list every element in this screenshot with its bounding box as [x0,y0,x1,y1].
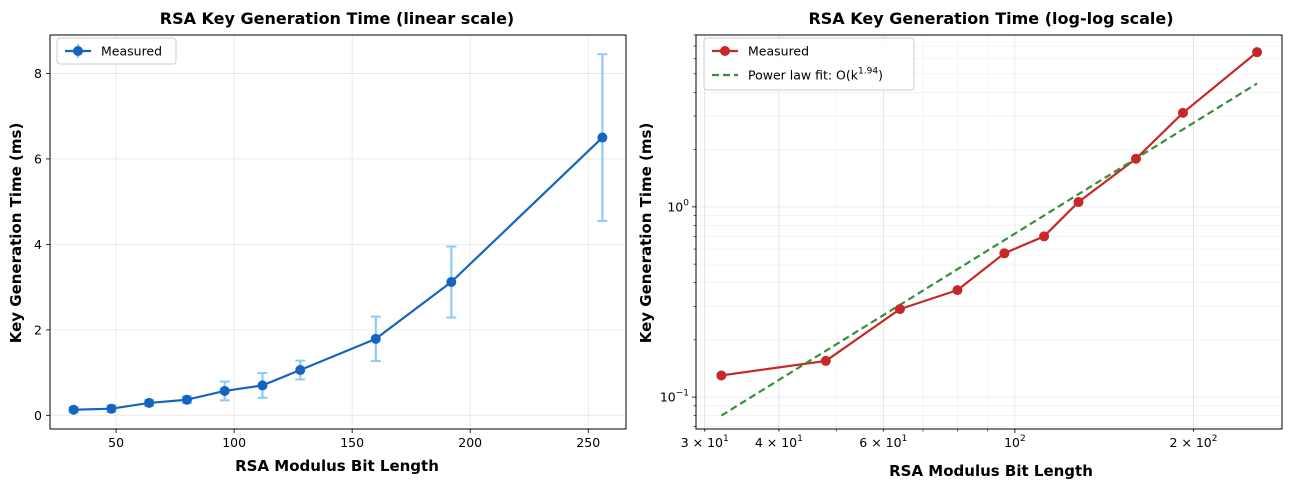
x-tick-label: 4 × 101 [755,434,803,450]
x-tick-exponent: 2 [1212,434,1218,444]
x-tick-label: 2 × 102 [1169,434,1217,450]
data-point [820,355,831,366]
x-tick-base: 10 [1004,435,1020,450]
y-tick-base: 10 [667,199,683,214]
legend-marker [720,46,730,56]
data-point [716,370,727,381]
data-point [144,397,155,408]
y-tick-label: 2 [34,322,42,337]
y-tick-label: 8 [34,66,42,81]
chart-title: RSA Key Generation Time (log-log scale) [808,9,1173,28]
x-axis-label: RSA Modulus Bit Length [235,457,439,475]
data-point [446,276,457,287]
legend: Measured [56,37,177,65]
legend: Measured Power law fit: O(k1.94) [703,37,915,91]
data-point [106,403,117,414]
loglog-chart: RSA Key Generation Time (log-log scale) … [637,9,1283,480]
y-tick-label: 6 [34,151,42,166]
x-tick-exponent: 2 [1020,434,1026,444]
y-tick-label: 0 [34,408,42,423]
data-point [181,394,192,405]
data-point [999,248,1010,259]
y-tick-label: 100 [667,198,689,214]
data-point [370,333,381,344]
x-tick-base: 6 × 10 [859,435,901,450]
data-point [1130,153,1141,164]
legend-label-exponent: 1.94 [858,67,878,77]
legend-box [56,37,177,65]
x-tick-label: 100 [222,435,246,450]
series-line-power-law-fit [720,82,1258,417]
x-tick-exponent: 1 [902,434,908,444]
legend-label-suffix: ) [878,68,883,83]
x-tick-label: 3 × 101 [681,434,729,450]
x-tick-exponent: 1 [723,434,729,444]
y-tick-base: 10 [660,390,676,405]
x-tick-label: 200 [458,435,482,450]
x-tick-exponent: 1 [797,434,803,444]
x-tick-label: 50 [108,435,124,450]
y-tick-exponent: −1 [676,389,689,399]
legend-label: Power law fit: O(k1.94) [748,67,883,83]
series-line-measured [73,136,604,411]
data-point [1177,107,1188,118]
data-point [1073,197,1084,208]
x-tick-base: 2 × 10 [1169,435,1211,450]
legend-box [703,37,915,91]
data-point [952,285,963,296]
legend-label: Measured [101,44,162,59]
data-point [295,365,306,376]
data-point [1252,47,1263,58]
x-tick-label: 102 [1004,434,1026,450]
plot-frame [49,34,627,430]
legend-label-prefix: Power law fit: O(k [748,68,859,83]
x-tick-label: 250 [576,435,600,450]
plot-frame [695,34,1283,430]
y-axis-label: Key Generation Time (ms) [7,123,25,344]
x-tick-label: 6 × 101 [859,434,907,450]
data-point [68,404,79,415]
x-tick-base: 3 × 10 [681,435,723,450]
series-line-measured [721,51,1258,377]
data-point [219,385,230,396]
x-tick-base: 4 × 10 [755,435,797,450]
x-axis-label: RSA Modulus Bit Length [889,462,1093,480]
data-point [894,304,905,315]
legend-label: Measured [748,44,809,59]
y-tick-label: 10−1 [660,389,689,405]
x-tick-label: 150 [340,435,364,450]
legend-marker [73,46,83,56]
y-tick-exponent: 0 [683,198,689,208]
chart-title: RSA Key Generation Time (linear scale) [160,9,515,28]
y-tick-label: 4 [34,237,42,252]
data-point [257,380,268,391]
linear-chart: RSA Key Generation Time (linear scale) 5… [7,9,627,475]
data-point [1039,231,1050,242]
data-point [597,132,608,143]
y-axis-label: Key Generation Time (ms) [637,123,655,344]
